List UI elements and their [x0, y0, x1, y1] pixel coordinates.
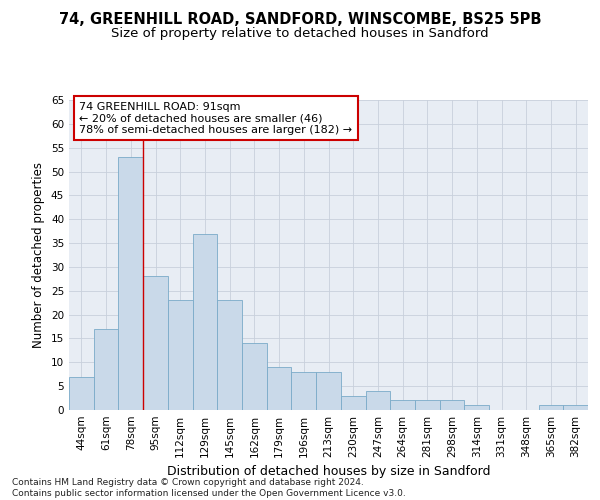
- Bar: [143, 276, 168, 410]
- Text: 74 GREENHILL ROAD: 91sqm
← 20% of detached houses are smaller (46)
78% of semi-d: 74 GREENHILL ROAD: 91sqm ← 20% of detach…: [79, 102, 353, 134]
- Bar: [563, 405, 588, 410]
- Bar: [242, 343, 267, 410]
- Bar: [193, 234, 217, 410]
- Bar: [440, 400, 464, 410]
- Bar: [390, 400, 415, 410]
- Bar: [316, 372, 341, 410]
- Bar: [415, 400, 440, 410]
- Bar: [118, 157, 143, 410]
- Bar: [539, 405, 563, 410]
- Bar: [365, 391, 390, 410]
- Bar: [341, 396, 365, 410]
- Text: Contains HM Land Registry data © Crown copyright and database right 2024.
Contai: Contains HM Land Registry data © Crown c…: [12, 478, 406, 498]
- Bar: [94, 329, 118, 410]
- Bar: [69, 376, 94, 410]
- Bar: [168, 300, 193, 410]
- Y-axis label: Number of detached properties: Number of detached properties: [32, 162, 46, 348]
- Bar: [267, 367, 292, 410]
- Bar: [292, 372, 316, 410]
- Text: Size of property relative to detached houses in Sandford: Size of property relative to detached ho…: [111, 28, 489, 40]
- Bar: [217, 300, 242, 410]
- Bar: [464, 405, 489, 410]
- X-axis label: Distribution of detached houses by size in Sandford: Distribution of detached houses by size …: [167, 466, 490, 478]
- Text: 74, GREENHILL ROAD, SANDFORD, WINSCOMBE, BS25 5PB: 74, GREENHILL ROAD, SANDFORD, WINSCOMBE,…: [59, 12, 541, 28]
